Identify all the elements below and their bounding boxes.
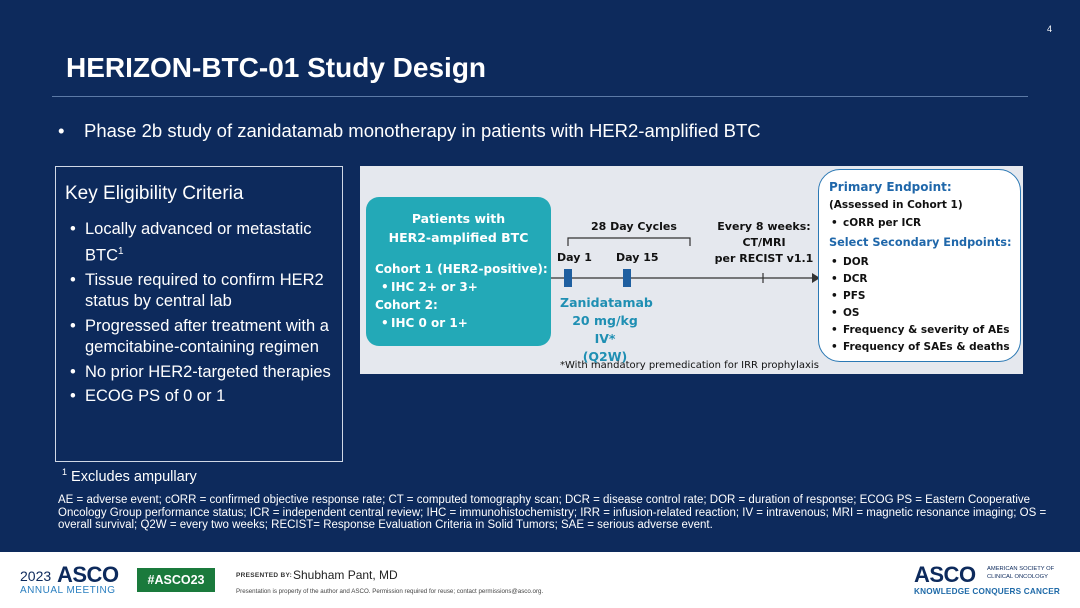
page-number: 4	[1046, 24, 1052, 34]
asco-logo-right: ASCO	[914, 562, 976, 587]
eligibility-item: Tissue required to confirm HER2 status b…	[69, 270, 341, 313]
footnote-ref: 1	[118, 245, 124, 257]
secondary-endpoint-item: PFS	[831, 290, 866, 302]
secondary-endpoint-item: OS	[831, 307, 859, 319]
cycle-bracket	[567, 237, 691, 246]
hashtag-badge: #ASCO23	[137, 568, 215, 592]
secondary-endpoints-heading: Select Secondary Endpoints:	[829, 236, 1012, 249]
cycles-label: 28 Day Cycles	[591, 220, 677, 233]
slide-title: HERIZON-BTC-01 Study Design	[66, 52, 487, 83]
society-name: AMERICAN SOCIETY OF CLINICAL ONCOLOGY	[987, 566, 1055, 580]
meeting-year: 2023	[20, 568, 52, 584]
eligibility-footnote: 1 Excludes ampullary	[62, 467, 197, 485]
main-bullet: • Phase 2b study of zanidatamab monothera…	[58, 120, 761, 142]
premedication-note: *With mandatory premedication for IRR pr…	[560, 360, 819, 371]
secondary-endpoint-item: DOR	[831, 256, 869, 268]
title-divider	[52, 96, 1028, 97]
drug-label: Zanidatamab 20 mg/kg IV* (Q2W)	[560, 295, 653, 364]
eligibility-item: No prior HER2-targeted therapies	[69, 362, 341, 384]
cohort1-label: Cohort 1 (HER2-positive):	[375, 262, 548, 276]
day1-marker	[564, 269, 572, 287]
footer-bar: 2023 ASCO ANNUAL MEETING #ASCO23 PRESENT…	[0, 552, 1080, 608]
day1-label: Day 1	[557, 251, 592, 264]
copyright-notice: Presentation is property of the author a…	[236, 588, 544, 595]
abbreviations-text: AE = adverse event; cORR = confirmed obj…	[58, 494, 1047, 531]
eligibility-item: ECOG PS of 0 or 1	[69, 386, 341, 408]
endpoints-box: Primary Endpoint: (Assessed in Cohort 1)…	[818, 169, 1021, 362]
secondary-endpoint-item: DCR	[831, 273, 867, 285]
main-bullet-text: Phase 2b study of zanidatamab monotherap…	[84, 120, 761, 141]
bullet-icon: •	[58, 120, 65, 141]
day15-label: Day 15	[616, 251, 659, 264]
presented-by-label: PRESENTED BY:	[236, 572, 293, 579]
presenter-name: Shubham Pant, MD	[293, 568, 398, 582]
primary-endpoint-heading: Primary Endpoint:	[829, 180, 952, 194]
eligibility-heading: Key Eligibility Criteria	[65, 183, 244, 204]
annual-meeting-label: ANNUAL MEETING	[20, 585, 116, 596]
cohort1-item: IHC 2+ or 3+	[381, 279, 478, 296]
eligibility-box: Key Eligibility Criteria Locally advance…	[55, 166, 343, 462]
eligibility-item: Locally advanced or metastatic BTC1	[69, 219, 341, 267]
secondary-endpoint-item: Frequency of SAEs & deaths	[831, 341, 1010, 353]
primary-endpoint-item: cORR per ICR	[831, 217, 921, 229]
eligibility-item: Progressed after treatment with a gemcit…	[69, 316, 341, 359]
eligibility-list: Locally advanced or metastatic BTC1 Tiss…	[69, 219, 341, 411]
cohort2-item: IHC 0 or 1+	[381, 315, 468, 332]
tagline: KNOWLEDGE CONQUERS CANCER	[914, 587, 1061, 596]
timeline-arrowhead	[812, 273, 820, 283]
secondary-endpoint-item: Frequency & severity of AEs	[831, 324, 1010, 336]
primary-endpoint-sub: (Assessed in Cohort 1)	[829, 199, 963, 211]
day15-marker	[623, 269, 631, 287]
patients-box: Patients with HER2-amplified BTC Cohort 1…	[366, 197, 551, 346]
scan-schedule: Every 8 weeks: CT/MRI per RECIST v1.1	[714, 220, 814, 265]
asco-logo: ASCO	[57, 562, 119, 587]
cohort2-label: Cohort 2:	[375, 298, 438, 312]
study-design-diagram: Patients with HER2-amplified BTC Cohort 1…	[360, 166, 1023, 374]
timeline-graphic	[551, 237, 820, 287]
